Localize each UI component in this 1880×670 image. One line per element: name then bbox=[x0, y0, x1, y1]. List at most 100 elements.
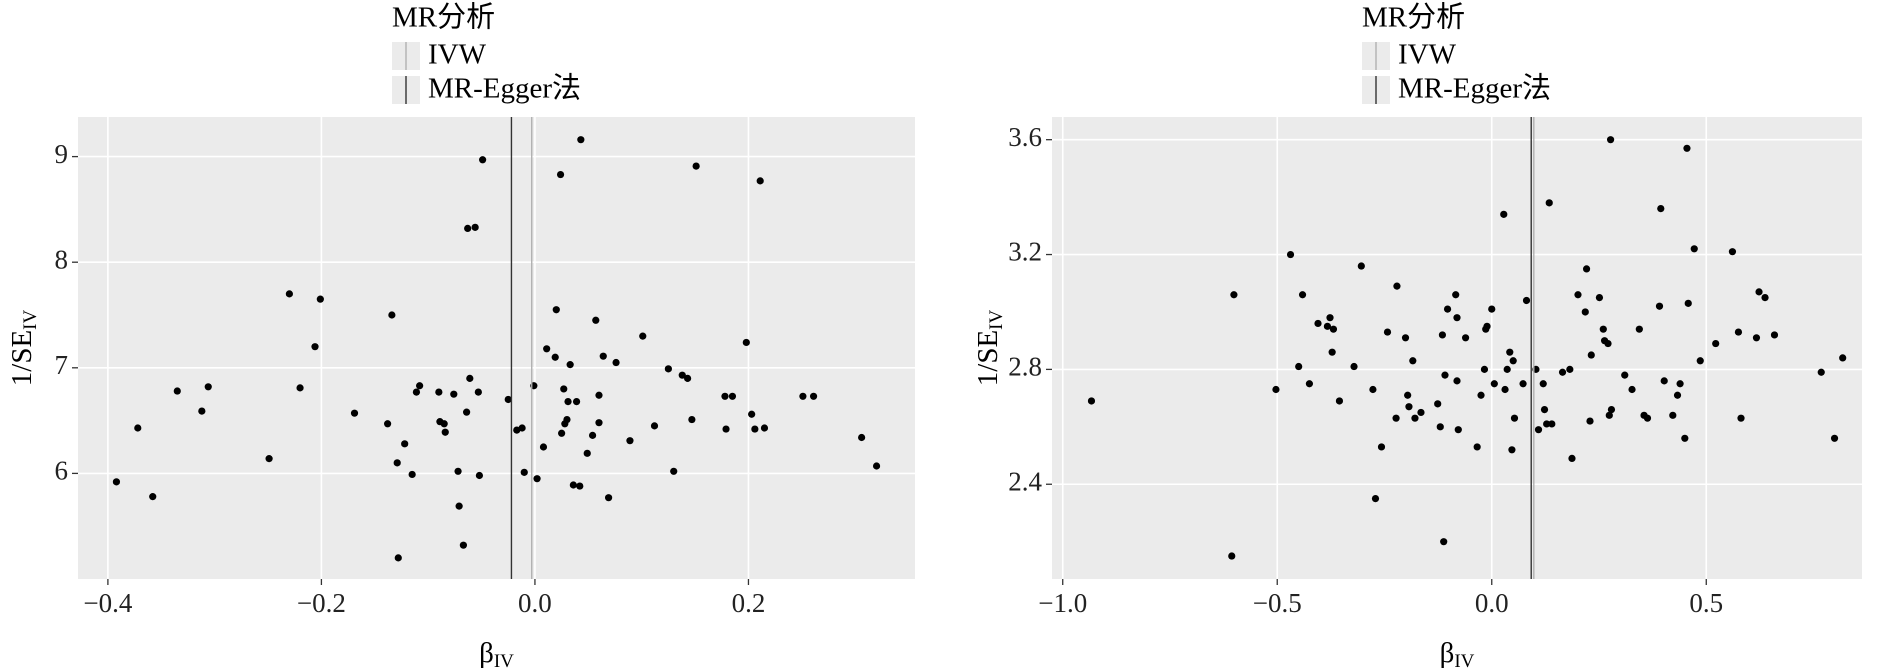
x-tick-label: 0.0 bbox=[1475, 588, 1509, 618]
point bbox=[670, 467, 678, 475]
x-axis-label-main: β bbox=[479, 637, 494, 669]
point bbox=[1607, 405, 1616, 414]
x-axis-label-sub: IV bbox=[1454, 651, 1474, 670]
point bbox=[1755, 288, 1763, 296]
point bbox=[872, 462, 881, 470]
y-tick-label: 2.4 bbox=[1008, 466, 1042, 496]
point bbox=[1383, 328, 1392, 336]
point bbox=[1676, 380, 1684, 388]
point bbox=[1660, 377, 1668, 385]
point bbox=[604, 494, 613, 502]
point bbox=[1501, 385, 1509, 394]
point bbox=[1673, 391, 1682, 399]
point bbox=[1817, 368, 1825, 376]
point bbox=[595, 391, 603, 399]
point bbox=[1452, 291, 1460, 299]
point bbox=[612, 358, 620, 367]
point bbox=[464, 224, 472, 233]
x-tick-label: −0.2 bbox=[297, 588, 346, 618]
point bbox=[1438, 331, 1447, 339]
point bbox=[1392, 414, 1400, 422]
point bbox=[134, 424, 142, 432]
point bbox=[1558, 368, 1567, 376]
point bbox=[471, 223, 479, 231]
point bbox=[311, 343, 319, 351]
point bbox=[1604, 339, 1612, 348]
y-tick-label: 7 bbox=[55, 350, 69, 380]
point bbox=[564, 397, 572, 406]
point bbox=[1599, 325, 1607, 333]
point bbox=[1350, 362, 1358, 371]
legend-label: MR-Egger法 bbox=[1398, 72, 1551, 105]
point bbox=[583, 449, 591, 457]
point bbox=[1519, 380, 1527, 388]
point bbox=[393, 459, 401, 467]
point bbox=[1568, 454, 1576, 463]
y-axis-label-sub: IV bbox=[986, 310, 1007, 330]
point bbox=[474, 388, 482, 396]
point bbox=[1409, 357, 1417, 365]
point bbox=[1443, 305, 1452, 313]
point bbox=[1539, 380, 1547, 388]
point bbox=[1595, 294, 1604, 302]
y-axis-label: 1/SEIV bbox=[972, 310, 1008, 387]
point bbox=[1830, 434, 1839, 442]
point bbox=[394, 554, 402, 562]
point bbox=[569, 481, 577, 489]
point bbox=[678, 371, 686, 379]
point bbox=[552, 306, 560, 314]
plot-background bbox=[78, 117, 915, 579]
point bbox=[1683, 144, 1691, 152]
point bbox=[1587, 351, 1595, 359]
point bbox=[1473, 443, 1481, 451]
point bbox=[1357, 262, 1365, 270]
point bbox=[1440, 538, 1448, 546]
point bbox=[1453, 314, 1461, 322]
point bbox=[1635, 325, 1643, 333]
point bbox=[1696, 357, 1704, 365]
point bbox=[1839, 354, 1847, 362]
point bbox=[572, 397, 581, 406]
point bbox=[1752, 334, 1761, 342]
x-axis-label: βIV bbox=[1440, 637, 1475, 670]
point bbox=[1272, 385, 1280, 394]
point bbox=[459, 541, 468, 549]
y-tick-label: 3.6 bbox=[1008, 122, 1042, 152]
x-tick-label: −0.4 bbox=[83, 588, 132, 618]
point bbox=[1606, 136, 1615, 144]
point bbox=[1684, 299, 1692, 307]
y-tick-label: 8 bbox=[55, 244, 69, 274]
point bbox=[1621, 371, 1629, 379]
point bbox=[520, 468, 528, 476]
x-tick-label: −0.5 bbox=[1253, 588, 1302, 618]
point bbox=[721, 392, 729, 400]
point bbox=[684, 374, 692, 382]
point bbox=[1566, 365, 1574, 373]
point bbox=[1298, 291, 1307, 299]
y-axis-label-main: 1/SE bbox=[972, 330, 1004, 386]
point bbox=[1508, 446, 1516, 454]
point bbox=[1393, 282, 1401, 290]
point bbox=[416, 382, 424, 390]
point bbox=[466, 374, 474, 382]
point bbox=[1506, 348, 1514, 356]
point bbox=[551, 353, 559, 361]
legend-label: MR-Egger法 bbox=[428, 72, 581, 105]
point bbox=[1534, 426, 1543, 434]
y-tick-label: 2.8 bbox=[1008, 352, 1042, 382]
point bbox=[742, 338, 750, 347]
point bbox=[566, 361, 574, 369]
point bbox=[408, 470, 416, 479]
point bbox=[692, 162, 700, 170]
point bbox=[650, 422, 659, 430]
point bbox=[1480, 365, 1489, 373]
legend-label: IVW bbox=[1398, 39, 1457, 71]
point bbox=[401, 440, 409, 448]
point bbox=[1454, 426, 1462, 434]
point bbox=[1477, 391, 1485, 399]
point bbox=[1411, 414, 1419, 422]
point bbox=[588, 431, 597, 439]
x-tick-label: 0.0 bbox=[518, 588, 552, 618]
point bbox=[1488, 305, 1496, 313]
point bbox=[664, 365, 672, 373]
